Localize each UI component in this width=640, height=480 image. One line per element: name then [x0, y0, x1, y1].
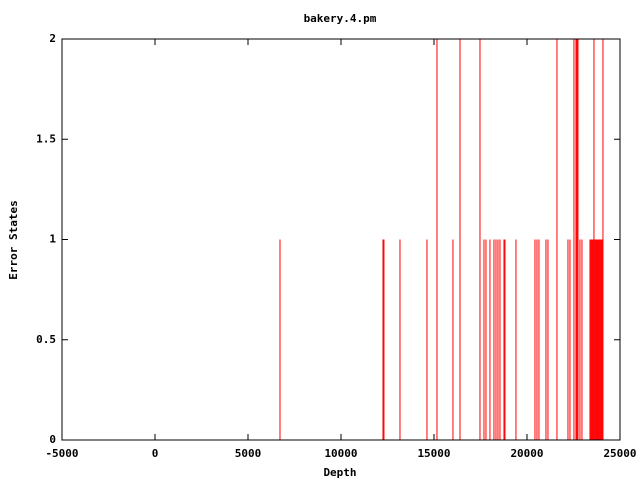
- y-tick-label: 1: [49, 233, 56, 246]
- x-tick-label: 5000: [235, 447, 262, 460]
- chart-title: bakery.4.pm: [304, 12, 377, 25]
- y-tick-label: 0: [49, 433, 56, 446]
- x-tick-label: 15000: [417, 447, 450, 460]
- x-tick-label: 0: [152, 447, 159, 460]
- y-tick-label: 0.5: [36, 333, 56, 346]
- x-axis-label: Depth: [323, 466, 356, 479]
- plot-border: [61, 38, 621, 441]
- y-tick-label: 2: [49, 32, 56, 45]
- x-tick-label: 25000: [603, 447, 636, 460]
- x-tick-label: 20000: [510, 447, 543, 460]
- x-tick-label: 10000: [324, 447, 357, 460]
- x-tick-label: -5000: [45, 447, 78, 460]
- y-tick-label: 1.5: [36, 132, 56, 145]
- y-axis-label: Error States: [7, 200, 20, 279]
